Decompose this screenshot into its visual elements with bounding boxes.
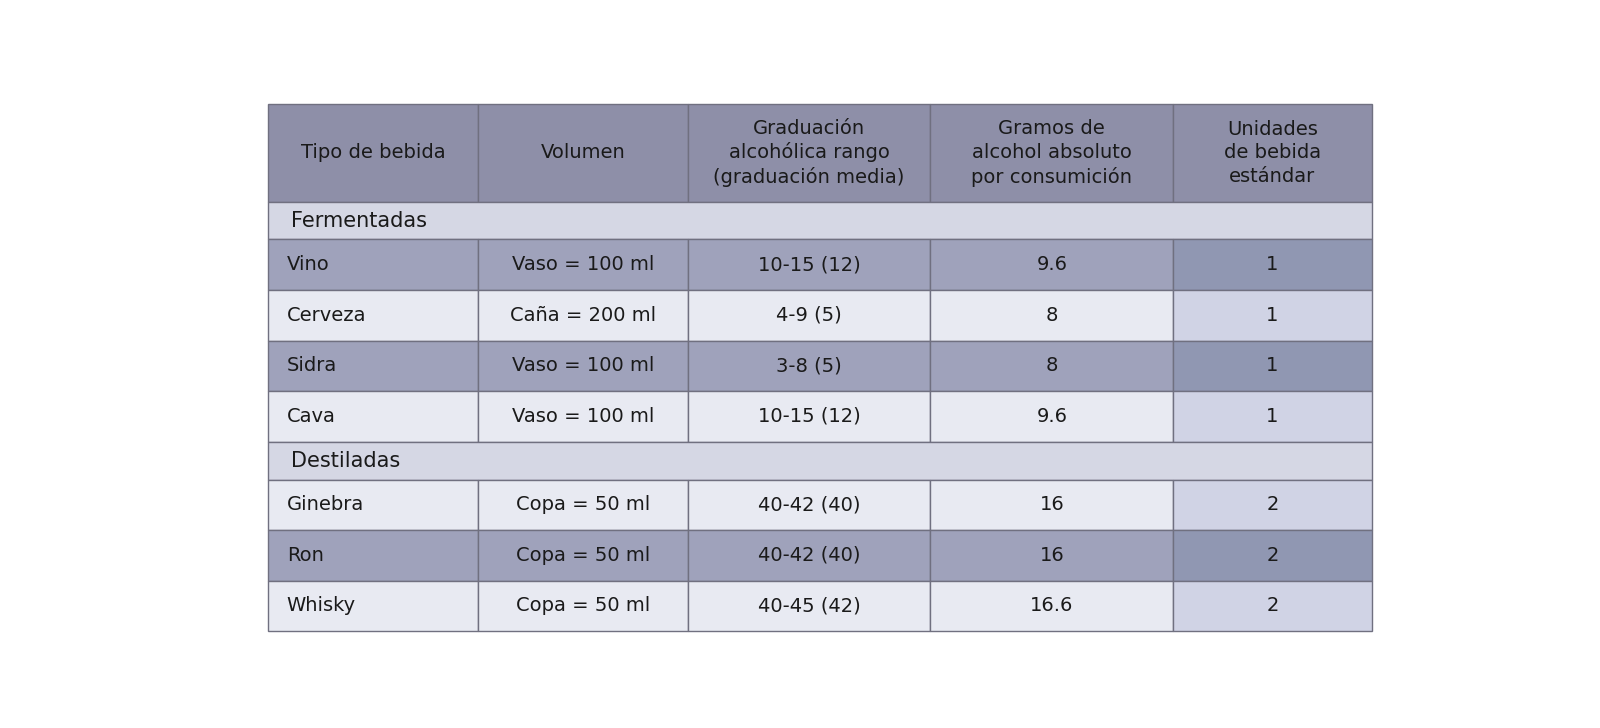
Text: Caña = 200 ml: Caña = 200 ml: [510, 306, 656, 325]
Text: 3-8 (5): 3-8 (5): [776, 356, 842, 376]
Bar: [269, 442, 1371, 480]
Bar: [1173, 240, 1371, 290]
Text: 4-9 (5): 4-9 (5): [776, 306, 842, 325]
Bar: [478, 530, 688, 580]
Text: Sidra: Sidra: [286, 356, 338, 376]
Bar: [930, 580, 1173, 631]
Bar: [478, 341, 688, 391]
Bar: [930, 104, 1173, 202]
Bar: [1173, 480, 1371, 530]
Text: Copa = 50 ml: Copa = 50 ml: [515, 596, 650, 615]
Bar: [269, 290, 478, 341]
Text: 1: 1: [1266, 407, 1278, 426]
Text: Volumen: Volumen: [541, 143, 626, 162]
Bar: [1173, 580, 1371, 631]
Text: Graduación
alcohólica rango
(graduación media): Graduación alcohólica rango (graduación …: [714, 119, 904, 187]
Bar: [930, 290, 1173, 341]
Text: 2: 2: [1266, 495, 1278, 514]
Bar: [930, 530, 1173, 580]
Bar: [688, 290, 930, 341]
Text: 10-15 (12): 10-15 (12): [757, 256, 861, 274]
Text: Destiladas: Destiladas: [291, 451, 400, 470]
Text: 40-42 (40): 40-42 (40): [758, 546, 861, 565]
Bar: [688, 580, 930, 631]
Text: Ginebra: Ginebra: [286, 495, 365, 514]
Bar: [269, 104, 478, 202]
Text: Whisky: Whisky: [286, 596, 355, 615]
Text: 9.6: 9.6: [1037, 256, 1067, 274]
Text: 16: 16: [1040, 495, 1064, 514]
Text: 2: 2: [1266, 596, 1278, 615]
Text: 8: 8: [1045, 356, 1058, 376]
Bar: [269, 530, 478, 580]
Bar: [269, 202, 1371, 240]
Bar: [478, 290, 688, 341]
Text: Gramos de
alcohol absoluto
por consumición: Gramos de alcohol absoluto por consumici…: [971, 119, 1133, 186]
Text: 10-15 (12): 10-15 (12): [757, 407, 861, 426]
Bar: [930, 391, 1173, 442]
Text: 16.6: 16.6: [1030, 596, 1074, 615]
Text: 16: 16: [1040, 546, 1064, 565]
Bar: [478, 104, 688, 202]
Bar: [1173, 391, 1371, 442]
Text: 2: 2: [1266, 546, 1278, 565]
Bar: [930, 240, 1173, 290]
Text: 40-45 (42): 40-45 (42): [757, 596, 861, 615]
Text: Copa = 50 ml: Copa = 50 ml: [515, 495, 650, 514]
Bar: [1173, 104, 1371, 202]
Bar: [269, 580, 478, 631]
Text: Copa = 50 ml: Copa = 50 ml: [515, 546, 650, 565]
Text: 1: 1: [1266, 356, 1278, 376]
Bar: [478, 240, 688, 290]
Text: 40-42 (40): 40-42 (40): [758, 495, 861, 514]
Bar: [269, 240, 478, 290]
Bar: [1173, 341, 1371, 391]
Text: Vaso = 100 ml: Vaso = 100 ml: [512, 356, 654, 376]
Bar: [269, 341, 478, 391]
Text: Unidades
de bebida
estándar: Unidades de bebida estándar: [1224, 120, 1322, 186]
Text: Cava: Cava: [286, 407, 336, 426]
Text: Vaso = 100 ml: Vaso = 100 ml: [512, 407, 654, 426]
Bar: [478, 480, 688, 530]
Text: Cerveza: Cerveza: [286, 306, 366, 325]
Bar: [688, 391, 930, 442]
Bar: [930, 480, 1173, 530]
Text: 9.6: 9.6: [1037, 407, 1067, 426]
Bar: [1173, 290, 1371, 341]
Bar: [688, 240, 930, 290]
Bar: [269, 480, 478, 530]
Bar: [269, 391, 478, 442]
Text: Tipo de bebida: Tipo de bebida: [301, 143, 445, 162]
Text: 8: 8: [1045, 306, 1058, 325]
Bar: [930, 341, 1173, 391]
Bar: [688, 341, 930, 391]
Bar: [688, 530, 930, 580]
Bar: [478, 391, 688, 442]
Bar: [1173, 530, 1371, 580]
Text: Ron: Ron: [286, 546, 323, 565]
Text: 1: 1: [1266, 256, 1278, 274]
Text: Fermentadas: Fermentadas: [291, 210, 427, 231]
Bar: [478, 580, 688, 631]
Bar: [688, 480, 930, 530]
Text: 1: 1: [1266, 306, 1278, 325]
Text: Vaso = 100 ml: Vaso = 100 ml: [512, 256, 654, 274]
Bar: [688, 104, 930, 202]
Text: Vino: Vino: [286, 256, 330, 274]
